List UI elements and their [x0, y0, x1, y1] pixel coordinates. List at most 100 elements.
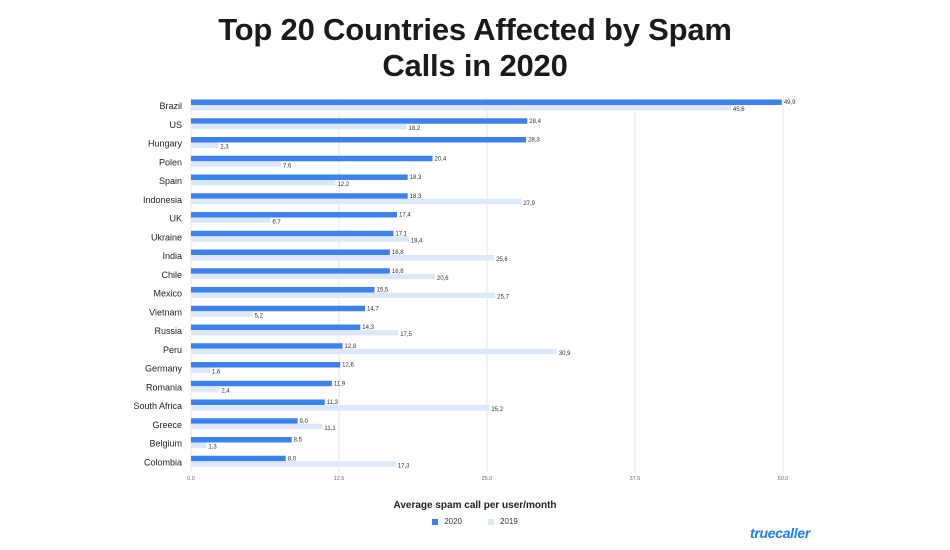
bar-2019	[191, 273, 435, 280]
legend-swatch-2020	[432, 518, 439, 525]
data-label-2020: 17,1	[395, 231, 407, 237]
category-label: Mexico	[153, 289, 182, 299]
category-label: US	[169, 120, 182, 130]
bar-2019	[191, 105, 731, 111]
chart-title-line-1: Top 20 Countries Affected by Spam	[218, 12, 732, 47]
category-label: Germany	[145, 364, 183, 374]
bar-2020	[191, 324, 361, 330]
bar-2019	[191, 217, 271, 223]
data-label-2020: 28,3	[528, 138, 540, 144]
bar-2019	[191, 386, 220, 392]
bar-2020	[191, 268, 390, 274]
data-label-2020: 49,9	[784, 100, 796, 106]
bar-2020	[191, 212, 398, 218]
data-label-2019: 7,6	[283, 163, 292, 169]
category-label: UK	[169, 214, 182, 224]
data-label-2019: 45,6	[733, 107, 745, 113]
data-label-2020: 11,9	[334, 381, 346, 387]
data-label-2019: 30,9	[559, 351, 571, 357]
bar-2020	[191, 193, 408, 199]
category-label: Colombia	[144, 457, 182, 467]
data-label-2020: 16,8	[392, 269, 404, 275]
legend-label-2019: 2019	[500, 517, 518, 526]
data-label-2019: 5,2	[255, 313, 264, 319]
bar-2020	[191, 249, 390, 255]
bar-2020	[191, 230, 394, 237]
data-label-2020: 18,3	[410, 175, 422, 181]
bar-2020	[191, 287, 375, 293]
data-label-2019: 25,6	[496, 257, 508, 263]
bar-2020	[191, 418, 298, 424]
data-label-2020: 16,8	[392, 250, 404, 256]
bar-2019	[191, 311, 253, 317]
category-label: Polen	[159, 157, 182, 167]
bar-2020	[191, 305, 366, 312]
data-label-2020: 14,7	[367, 306, 379, 312]
bar-2019	[191, 461, 396, 467]
category-label: Brazil	[159, 101, 182, 111]
data-label-2019: 18,4	[411, 238, 423, 244]
data-label-2020: 8,5	[294, 438, 303, 444]
data-label-2019: 20,6	[437, 276, 449, 282]
data-label-2020: 17,4	[399, 213, 411, 219]
bar-2019	[191, 292, 496, 298]
bar-2020	[191, 155, 433, 162]
data-label-2020: 15,5	[377, 288, 389, 294]
data-label-2020: 18,3	[410, 194, 422, 200]
bar-2020	[191, 118, 528, 124]
x-tick-label: 0.0	[187, 476, 195, 482]
bar-2019	[191, 161, 281, 167]
data-label-2019: 25,2	[491, 407, 503, 413]
data-label-2019: 18,2	[408, 126, 420, 132]
data-label-2020: 11,3	[327, 400, 339, 406]
x-tick-label: 12.5	[334, 476, 345, 482]
bar-2019	[191, 255, 495, 261]
bar-2019	[191, 367, 210, 373]
bar-2020	[191, 437, 292, 443]
category-label: South Africa	[133, 401, 182, 411]
data-label-2020: 12,8	[345, 344, 357, 350]
x-tick-label: 37.5	[630, 476, 641, 482]
data-label-2019: 2,3	[220, 145, 229, 151]
data-label-2019: 27,9	[523, 201, 535, 207]
bar-2020	[191, 362, 341, 368]
data-label-2019: 11,1	[324, 426, 336, 432]
bar-2019	[191, 442, 207, 448]
category-label: Ukraine	[151, 232, 182, 242]
bar-2020	[191, 99, 782, 105]
bar-2019	[191, 236, 409, 242]
data-label-2020: 8,0	[288, 456, 297, 462]
category-label: India	[162, 251, 182, 261]
bar-2019	[191, 123, 407, 130]
data-label-2019: 1,3	[208, 445, 217, 451]
data-label-2020: 9,0	[300, 419, 309, 425]
legend: 2020 2019	[0, 517, 950, 526]
bar-2020	[191, 380, 332, 387]
x-axis-title: Average spam call per user/month	[393, 500, 557, 511]
chart-title-line-2: Calls in 2020	[382, 48, 568, 83]
data-label-2020: 12,6	[342, 363, 354, 369]
data-label-2019: 17,3	[398, 463, 410, 469]
bar-2020	[191, 455, 286, 462]
category-label: Russia	[154, 326, 182, 336]
legend-item-2019: 2019	[488, 517, 518, 526]
x-tick-label: 50.0	[778, 476, 789, 482]
category-label: Romania	[146, 382, 182, 392]
bar-2019	[191, 405, 490, 411]
x-tick-label: 25.0	[482, 476, 493, 482]
category-label: Greece	[152, 420, 182, 430]
data-label-2020: 28,4	[529, 119, 541, 125]
bar-2020	[191, 343, 343, 349]
legend-swatch-2019	[488, 518, 494, 525]
category-label: Peru	[163, 345, 182, 355]
data-label-2019: 17,5	[400, 332, 412, 338]
category-label: Indonesia	[143, 195, 182, 205]
data-label-2019: 12,2	[337, 182, 349, 188]
bar-2019	[191, 330, 399, 336]
chart-title: Top 20 Countries Affected by Spam Calls …	[0, 12, 950, 84]
bar-2020	[191, 174, 408, 180]
category-label: Hungary	[148, 139, 183, 149]
bar-2019	[191, 198, 522, 205]
legend-label-2020: 2020	[444, 517, 462, 526]
bar-2019	[191, 142, 219, 148]
